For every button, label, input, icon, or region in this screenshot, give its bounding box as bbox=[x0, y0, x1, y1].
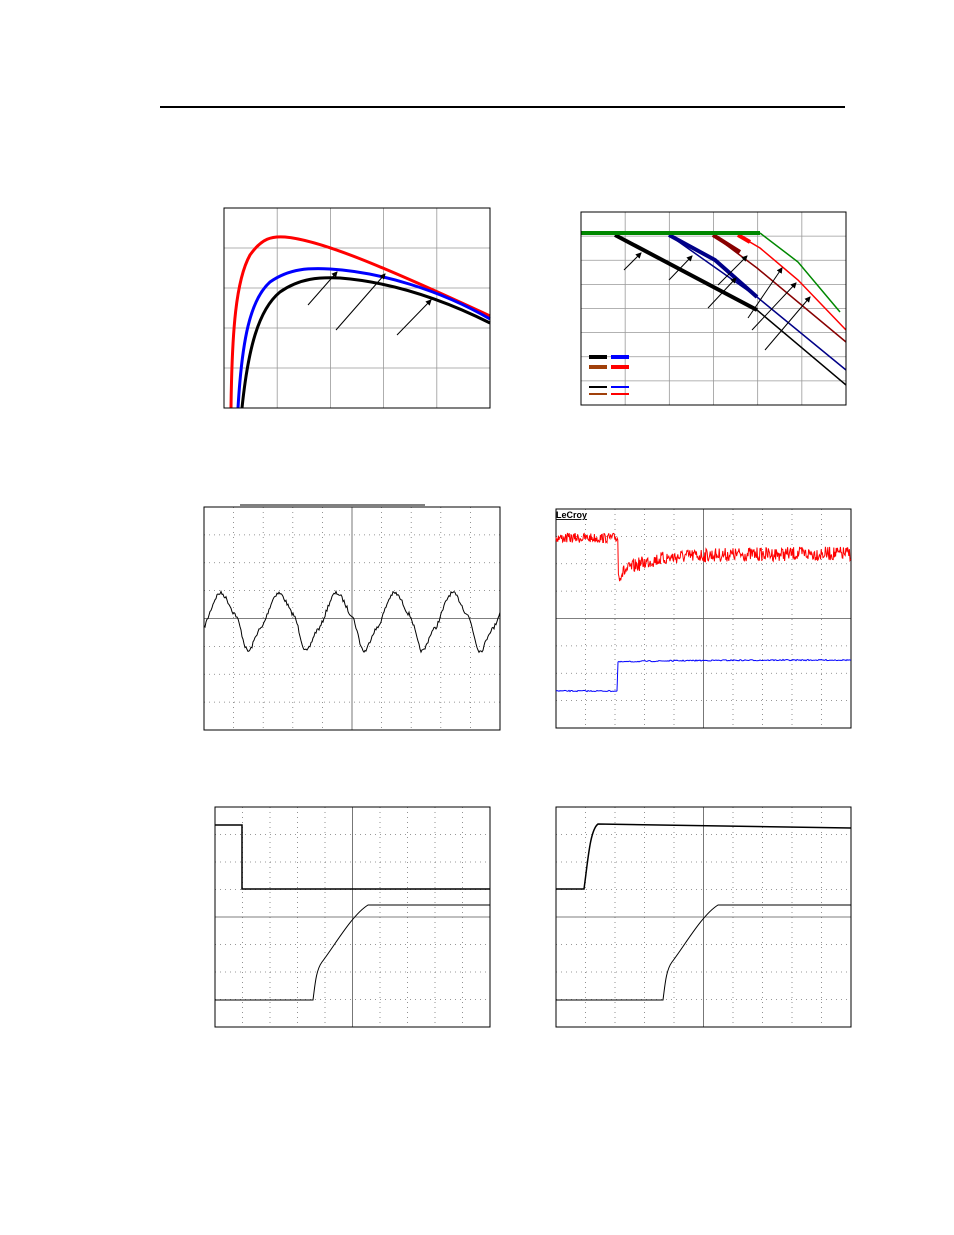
derating-plot bbox=[581, 231, 847, 395]
trace-upper bbox=[215, 824, 490, 890]
swatch bbox=[611, 355, 629, 359]
scope-6-traces bbox=[556, 823, 852, 1001]
arrow bbox=[335, 273, 386, 331]
curve-red bbox=[229, 235, 491, 409]
swatch bbox=[611, 386, 629, 388]
arrow bbox=[717, 255, 748, 286]
trace-upper bbox=[556, 823, 852, 890]
scope-frame bbox=[555, 806, 852, 1028]
trace-lower bbox=[215, 904, 490, 1001]
arrow bbox=[747, 267, 783, 319]
curve-red-thick bbox=[736, 233, 752, 244]
curve-black-thick bbox=[614, 233, 758, 312]
trace-red bbox=[555, 532, 852, 582]
curve-black bbox=[240, 276, 491, 409]
swatch bbox=[589, 393, 607, 395]
curve-navy-thick bbox=[668, 233, 759, 299]
trace-ripple bbox=[203, 589, 501, 654]
arrow bbox=[707, 277, 737, 309]
curve-green bbox=[759, 232, 841, 313]
curve-blue bbox=[236, 267, 491, 409]
arrow bbox=[623, 252, 642, 271]
swatch bbox=[611, 365, 629, 369]
arrow bbox=[764, 296, 811, 351]
plot-frame bbox=[580, 211, 847, 406]
scope-frame bbox=[555, 508, 852, 729]
plot-frame bbox=[223, 207, 491, 409]
curve-maroon bbox=[712, 234, 847, 343]
swatch bbox=[589, 365, 607, 369]
scope-frame bbox=[214, 806, 491, 1028]
scope-frame bbox=[203, 506, 501, 731]
curve-maroon-thick bbox=[711, 233, 742, 254]
arrow bbox=[396, 299, 432, 336]
legend-swatches bbox=[589, 355, 629, 395]
swatch bbox=[589, 355, 607, 359]
scope-label: LeCroy bbox=[556, 510, 587, 520]
arrow bbox=[668, 255, 693, 281]
efficiency-plot bbox=[229, 235, 491, 409]
curve-black bbox=[614, 234, 847, 386]
scope-5-traces bbox=[215, 824, 490, 1001]
arrow bbox=[751, 282, 797, 331]
trace-blue bbox=[555, 658, 852, 693]
trace-lower bbox=[556, 904, 851, 1001]
arrow bbox=[307, 271, 338, 306]
swatch bbox=[611, 393, 629, 395]
swatch bbox=[589, 386, 607, 388]
curve-red bbox=[737, 234, 847, 331]
